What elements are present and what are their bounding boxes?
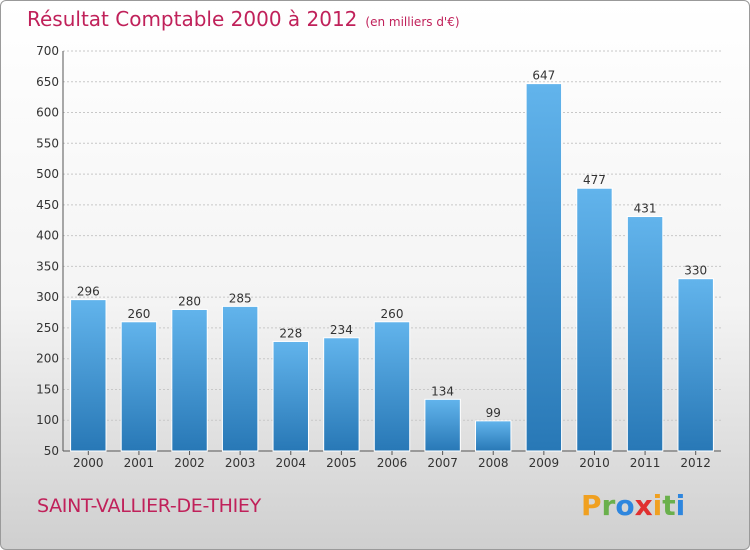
- logo-letter: P: [581, 489, 602, 522]
- x-tick-label: 2007: [427, 456, 458, 470]
- chart-title-text: Résultat Comptable 2000 à 2012: [27, 7, 358, 31]
- data-label: 477: [583, 173, 606, 187]
- logo-letter: t: [662, 489, 676, 522]
- bar: [171, 308, 208, 452]
- x-tick-label: 2003: [225, 456, 256, 470]
- x-tick-label: 2012: [680, 456, 711, 470]
- data-label: 99: [486, 406, 501, 420]
- logo-letter: i: [652, 489, 663, 522]
- data-label: 260: [127, 307, 150, 321]
- x-tick-label: 2004: [275, 456, 306, 470]
- bar: [70, 299, 107, 452]
- x-tick-label: 2002: [174, 456, 205, 470]
- bar: [626, 216, 664, 452]
- chart-subtitle: (en milliers d'€): [365, 15, 460, 29]
- bar: [221, 305, 259, 452]
- x-tick-label: 2000: [73, 456, 104, 470]
- commune-name: SAINT-VALLIER-DE-THIEY: [37, 495, 261, 517]
- x-tick-label: 2005: [326, 456, 357, 470]
- logo-letter: i: [675, 489, 686, 522]
- x-tick-label: 2009: [529, 456, 560, 470]
- y-tick-label: 650: [36, 75, 59, 89]
- logo-letter: o: [615, 489, 635, 522]
- bar: [576, 187, 613, 452]
- bar: [373, 321, 411, 452]
- data-label: 134: [431, 384, 454, 398]
- plot-area: 50 100 150 200 250 300 350 400 450 500 550 600 650 70…: [36, 44, 721, 470]
- data-label: 285: [229, 291, 252, 305]
- y-tick-label: 400: [36, 229, 59, 243]
- x-tick-label: 2006: [377, 456, 408, 470]
- y-tick-label: 350: [36, 259, 59, 273]
- y-tick-label: 200: [36, 352, 59, 366]
- y-tick-label: 150: [36, 382, 59, 396]
- x-tick-label: 2011: [630, 456, 661, 470]
- data-label: 647: [532, 69, 555, 83]
- data-label: 234: [330, 323, 353, 337]
- x-tick-label: 2010: [579, 456, 610, 470]
- y-tick-label: 300: [36, 290, 59, 304]
- data-label: 260: [381, 307, 404, 321]
- bar: [475, 420, 512, 452]
- bar: [424, 398, 461, 452]
- logo-letter: x: [634, 489, 653, 522]
- y-tick-label: 50: [44, 444, 59, 458]
- y-tick-label: 550: [36, 136, 59, 150]
- y-tick-label: 600: [36, 106, 59, 120]
- data-label: 280: [178, 294, 201, 308]
- y-tick-label: 700: [36, 44, 59, 58]
- bar: [677, 278, 714, 452]
- chart-title: Résultat Comptable 2000 à 2012 (en millie…: [27, 7, 460, 31]
- bar: [525, 83, 563, 452]
- bar: [272, 340, 309, 452]
- data-label: 330: [684, 264, 707, 278]
- y-tick-label: 450: [36, 198, 59, 212]
- x-tick-label: 2008: [478, 456, 509, 470]
- proxiti-logo: Proxiti: [581, 489, 685, 522]
- y-tick-label: 100: [36, 413, 59, 427]
- data-label: 431: [634, 202, 657, 216]
- bar: [323, 337, 360, 452]
- logo-letter: r: [601, 489, 616, 522]
- y-tick-label: 500: [36, 167, 59, 181]
- bar: [120, 321, 158, 452]
- data-label: 296: [77, 285, 100, 299]
- data-label: 228: [279, 326, 302, 340]
- y-tick-label: 250: [36, 321, 59, 335]
- x-tick-label: 2001: [124, 456, 155, 470]
